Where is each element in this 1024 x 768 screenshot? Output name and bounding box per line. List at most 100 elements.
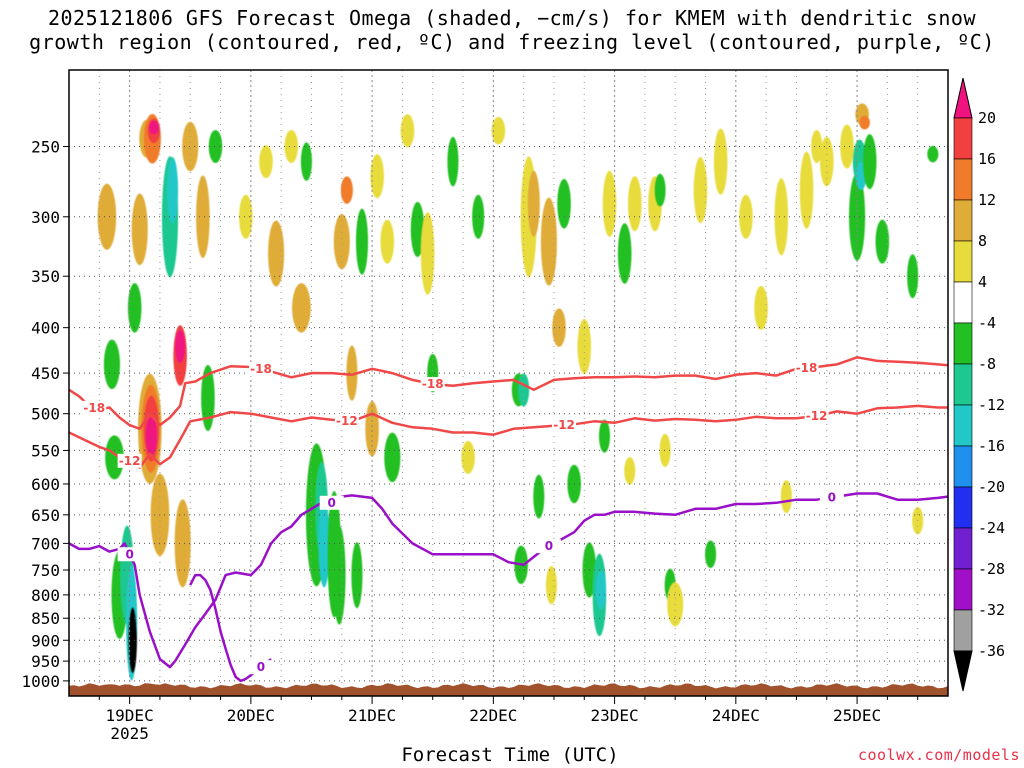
omega-blob-62 bbox=[545, 565, 557, 605]
y-tick-label-300: 300 bbox=[31, 208, 60, 227]
contour-label-1-2: -12 bbox=[553, 418, 575, 432]
colorbar-box-8 bbox=[953, 445, 973, 488]
chart-title: 2025121806 GFS Forecast Omega (shaded, −… bbox=[0, 6, 1024, 54]
contour-label-bg-1-0 bbox=[117, 453, 142, 468]
omega-blob-8 bbox=[131, 193, 148, 266]
omega-blob-83 bbox=[739, 194, 753, 239]
colorbar-box-4 bbox=[953, 281, 973, 324]
colorbar-tick-12: 12 bbox=[978, 191, 996, 209]
omega-blob-40 bbox=[346, 345, 358, 401]
x-tick-label-19DEC: 19DEC bbox=[106, 706, 154, 725]
omega-blob-73 bbox=[624, 457, 636, 485]
contour-label-bg-1-2 bbox=[552, 418, 577, 433]
contour-label-bg-2-0 bbox=[117, 547, 142, 562]
contour-label-0-3: -18 bbox=[796, 361, 818, 375]
colorbar-tick--16: -16 bbox=[978, 437, 1005, 455]
omega-blob-81 bbox=[705, 540, 717, 569]
y-tick-label-900: 900 bbox=[31, 631, 60, 650]
omega-blob-26 bbox=[208, 129, 223, 163]
x-tick-label-25DEC: 25DEC bbox=[833, 706, 881, 725]
omega-blob-6 bbox=[128, 607, 137, 674]
omega-blob-46 bbox=[384, 432, 401, 483]
y-axis-ticks: 250 300 350 400 450 500 550 600 650 700 750 800 850 9… bbox=[21, 137, 69, 691]
colorbar-box-1 bbox=[953, 158, 973, 201]
contour-label-bg-0-1 bbox=[248, 362, 273, 377]
omega-blob-74 bbox=[628, 176, 642, 232]
colorbar-tick--8: -8 bbox=[978, 355, 996, 373]
omega-blob-52 bbox=[461, 440, 475, 474]
omega-blob-1 bbox=[103, 339, 120, 390]
colorbar-bottom-arrow bbox=[953, 650, 973, 692]
y-tick-label-550: 550 bbox=[31, 441, 60, 460]
omega-blob-97 bbox=[875, 219, 890, 264]
contour-label-bg-0-2 bbox=[420, 377, 445, 392]
colorbar-tick-4: 4 bbox=[978, 273, 987, 291]
colorbar-tick--36: -36 bbox=[978, 642, 1005, 660]
omega-blob-59 bbox=[527, 170, 540, 237]
omega-blob-53 bbox=[472, 194, 485, 239]
contour-label-3-0: 0 bbox=[257, 660, 265, 674]
omega-blob-45 bbox=[380, 219, 395, 264]
x-tick-label-21DEC: 21DEC bbox=[348, 706, 396, 725]
y-tick-label-500: 500 bbox=[31, 405, 60, 424]
x-tick-label-22DEC: 22DEC bbox=[469, 706, 517, 725]
omega-blob-51 bbox=[447, 136, 459, 187]
colorbar-box-10 bbox=[953, 527, 973, 570]
contour-label-bg-0-0 bbox=[82, 400, 107, 415]
colorbar-box-5 bbox=[953, 322, 973, 365]
x-tick-label-20DEC: 20DEC bbox=[227, 706, 275, 725]
omega-blob-48 bbox=[410, 201, 425, 257]
y-tick-label-950: 950 bbox=[31, 652, 60, 671]
omega-blob-86 bbox=[780, 480, 792, 514]
colorbar: 20 16 12 8 4 -4 -8 -12 -16 -20 -24 -28 -32 -36 bbox=[953, 77, 1005, 692]
omega-blob-39 bbox=[340, 176, 353, 204]
omega-blob-24 bbox=[196, 175, 210, 259]
omega-blob-70 bbox=[598, 419, 611, 453]
colorbar-box-3 bbox=[953, 240, 973, 283]
omega-blob-28 bbox=[259, 145, 273, 179]
omega-blob-77 bbox=[659, 433, 671, 467]
omega-blob-89 bbox=[819, 136, 834, 187]
ground-layer bbox=[69, 683, 948, 696]
contour-line-2 bbox=[69, 492, 948, 669]
y-tick-label-1000: 1000 bbox=[21, 672, 60, 691]
y-tick-label-850: 850 bbox=[31, 609, 60, 628]
omega-blob-41 bbox=[351, 542, 363, 609]
contour-label-0-1: -18 bbox=[250, 362, 272, 376]
omega-blob-44 bbox=[370, 154, 384, 199]
colorbar-box-11 bbox=[953, 568, 973, 611]
contour-label-2-3: 0 bbox=[828, 490, 836, 504]
colorbar-box-2 bbox=[953, 199, 973, 242]
y-tick-label-800: 800 bbox=[31, 586, 60, 605]
contour-label-0-2: -18 bbox=[422, 377, 444, 391]
omega-blob-64 bbox=[557, 178, 571, 229]
omega-blob-27 bbox=[239, 194, 253, 239]
omega-blob-80 bbox=[693, 157, 708, 224]
omega-blob-30 bbox=[284, 129, 299, 163]
colorbar-box-7 bbox=[953, 404, 973, 447]
contour-label-bg-3-0 bbox=[248, 660, 273, 675]
omega-blob-98 bbox=[907, 254, 919, 299]
omega-blob-82 bbox=[713, 128, 728, 195]
omega-blob-54 bbox=[491, 117, 506, 145]
colorbar-tick--32: -32 bbox=[978, 601, 1005, 619]
colorbar-tick-16: 16 bbox=[978, 150, 996, 168]
contour-line-1 bbox=[69, 404, 948, 469]
omega-blob-23 bbox=[182, 121, 199, 172]
y-tick-label-700: 700 bbox=[31, 534, 60, 553]
contour-label-2-2: 0 bbox=[545, 539, 553, 553]
contour-label-1-0: -12 bbox=[119, 454, 141, 468]
omega-blob-31 bbox=[292, 283, 311, 333]
omega-blob-29 bbox=[268, 220, 285, 287]
y-tick-label-750: 750 bbox=[31, 561, 60, 580]
x-axis-label: Forecast Time (UTC) bbox=[401, 744, 619, 766]
omega-blob-88 bbox=[811, 129, 823, 163]
omega-blob-43 bbox=[365, 401, 379, 457]
colorbar-tick--28: -28 bbox=[978, 560, 1005, 578]
omega-blob-25 bbox=[201, 364, 215, 431]
contour-lines: -18 -18 -18 -18 -12 -12 -12 -12 0 0 0 0 0 bbox=[69, 356, 948, 683]
omega-blob-84 bbox=[754, 285, 768, 330]
omega-blob-42 bbox=[355, 208, 369, 275]
contour-label-2-1: 0 bbox=[328, 496, 336, 510]
